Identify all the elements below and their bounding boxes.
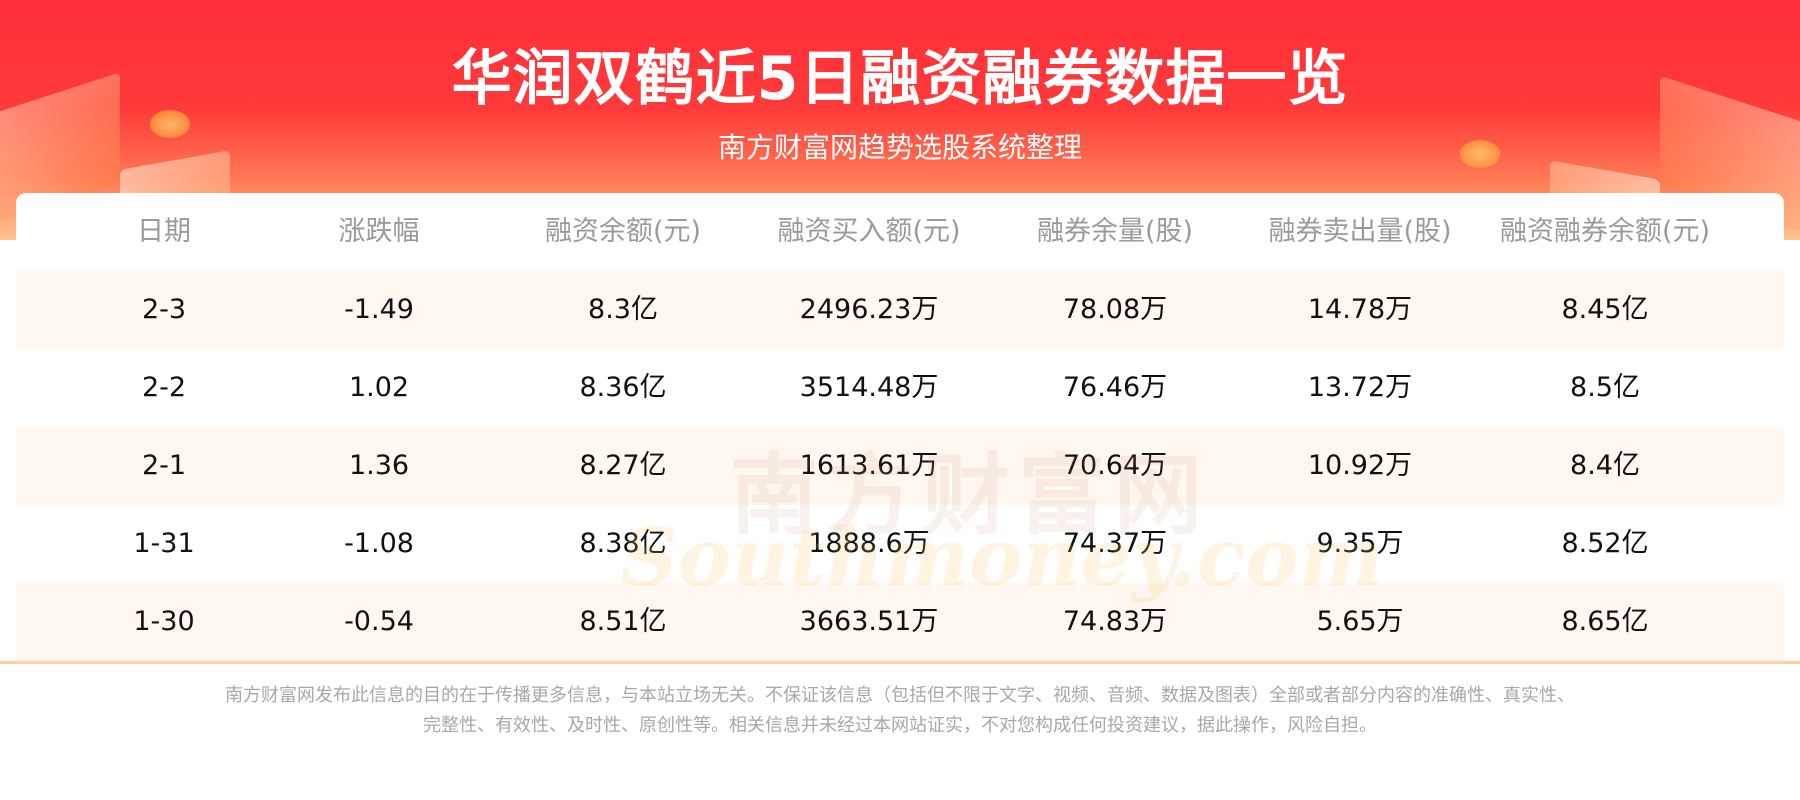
table-cell: 8.5亿 [1570, 372, 1640, 403]
table-cell: 8.36亿 [579, 372, 667, 403]
table-cell: 2496.23万 [799, 294, 939, 325]
table-cell: 8.51亿 [579, 606, 667, 637]
table-cell: 1-30 [133, 606, 195, 637]
table-cell: 1613.61万 [799, 450, 939, 481]
table-cell: 1888.6万 [808, 528, 930, 559]
column-header: 融资买入额(元) [777, 216, 961, 247]
table-cell: 74.37万 [1062, 528, 1168, 559]
table-cell: 13.72万 [1307, 372, 1413, 403]
disclaimer-text: 南方财富网发布此信息的目的在于传播更多信息，与本站立场无关。不保证该信息（包括但… [225, 685, 1575, 706]
table-row: 2-1 1.36 8.27亿 1613.61万 70.64万 10.92万 8.4亿 [16, 427, 1784, 505]
table-cell: 8.45亿 [1561, 294, 1649, 325]
page-subtitle: 南方财富网趋势选股系统整理 [717, 131, 1082, 164]
table-cell: 1.36 [348, 450, 410, 481]
table-cell: 2-1 [141, 450, 187, 481]
table-cell: 9.35万 [1316, 528, 1404, 559]
table-row: 2-2 1.02 8.36亿 3514.48万 76.46万 13.72万 8.5亿 [16, 349, 1784, 427]
table-cell: -0.54 [344, 606, 414, 637]
table-cell: -1.08 [344, 528, 414, 559]
column-header: 融资余额(元) [544, 216, 702, 247]
table-cell: 14.78万 [1307, 294, 1413, 325]
table-cell: 74.83万 [1062, 606, 1168, 637]
table-row: 1-30 -0.54 8.51亿 3663.51万 74.83万 5.65万 8.65亿 [16, 583, 1784, 661]
table-cell: 5.65万 [1316, 606, 1404, 637]
table-cell: 2-3 [141, 294, 187, 325]
column-header: 日期 [137, 216, 191, 247]
table-cell: 8.27亿 [579, 450, 667, 481]
column-header: 融券余量(股) [1036, 216, 1194, 247]
table-cell: 8.38亿 [579, 528, 667, 559]
column-header: 融券卖出量(股) [1268, 216, 1452, 247]
data-table: 日期 涨跌幅 融资余额(元) 融资买入额(元) 融券余量(股) 融券卖出量(股)… [16, 193, 1784, 662]
coin-decoration [150, 110, 190, 138]
table-cell: 8.3亿 [588, 294, 658, 325]
table-row: 1-31 -1.08 8.38亿 1888.6万 74.37万 9.35万 8.52亿 [16, 505, 1784, 583]
table-cell: 70.64万 [1062, 450, 1168, 481]
divider [0, 661, 1800, 664]
table-cell: 10.92万 [1307, 450, 1413, 481]
table-cell: -1.49 [344, 294, 414, 325]
disclaimer-text: 完整性、有效性、及时性、原创性等。相关信息并未经过本网站证实，不对您构成任何投资… [423, 715, 1377, 736]
table-cell: 1.02 [348, 372, 410, 403]
coin-decoration [1460, 140, 1500, 168]
table-cell: 1-31 [133, 528, 195, 559]
table-cell: 76.46万 [1062, 372, 1168, 403]
table-cell: 3514.48万 [799, 372, 939, 403]
table-cell: 8.65亿 [1561, 606, 1649, 637]
page-title: 华润双鹤近5日融资融券数据一览 [451, 44, 1349, 114]
table-cell: 8.4亿 [1570, 450, 1640, 481]
table-cell: 3663.51万 [799, 606, 939, 637]
table-row: 2-3 -1.49 8.3亿 2496.23万 78.08万 14.78万 8.45亿 [16, 271, 1784, 349]
table-cell: 2-2 [141, 372, 187, 403]
column-header: 融资融券余额(元) [1499, 216, 1711, 247]
column-header: 涨跌幅 [338, 216, 420, 247]
table-cell: 8.52亿 [1561, 528, 1649, 559]
table-header: 日期 涨跌幅 融资余额(元) 融资买入额(元) 融券余量(股) 融券卖出量(股)… [16, 193, 1784, 271]
table-cell: 78.08万 [1062, 294, 1168, 325]
